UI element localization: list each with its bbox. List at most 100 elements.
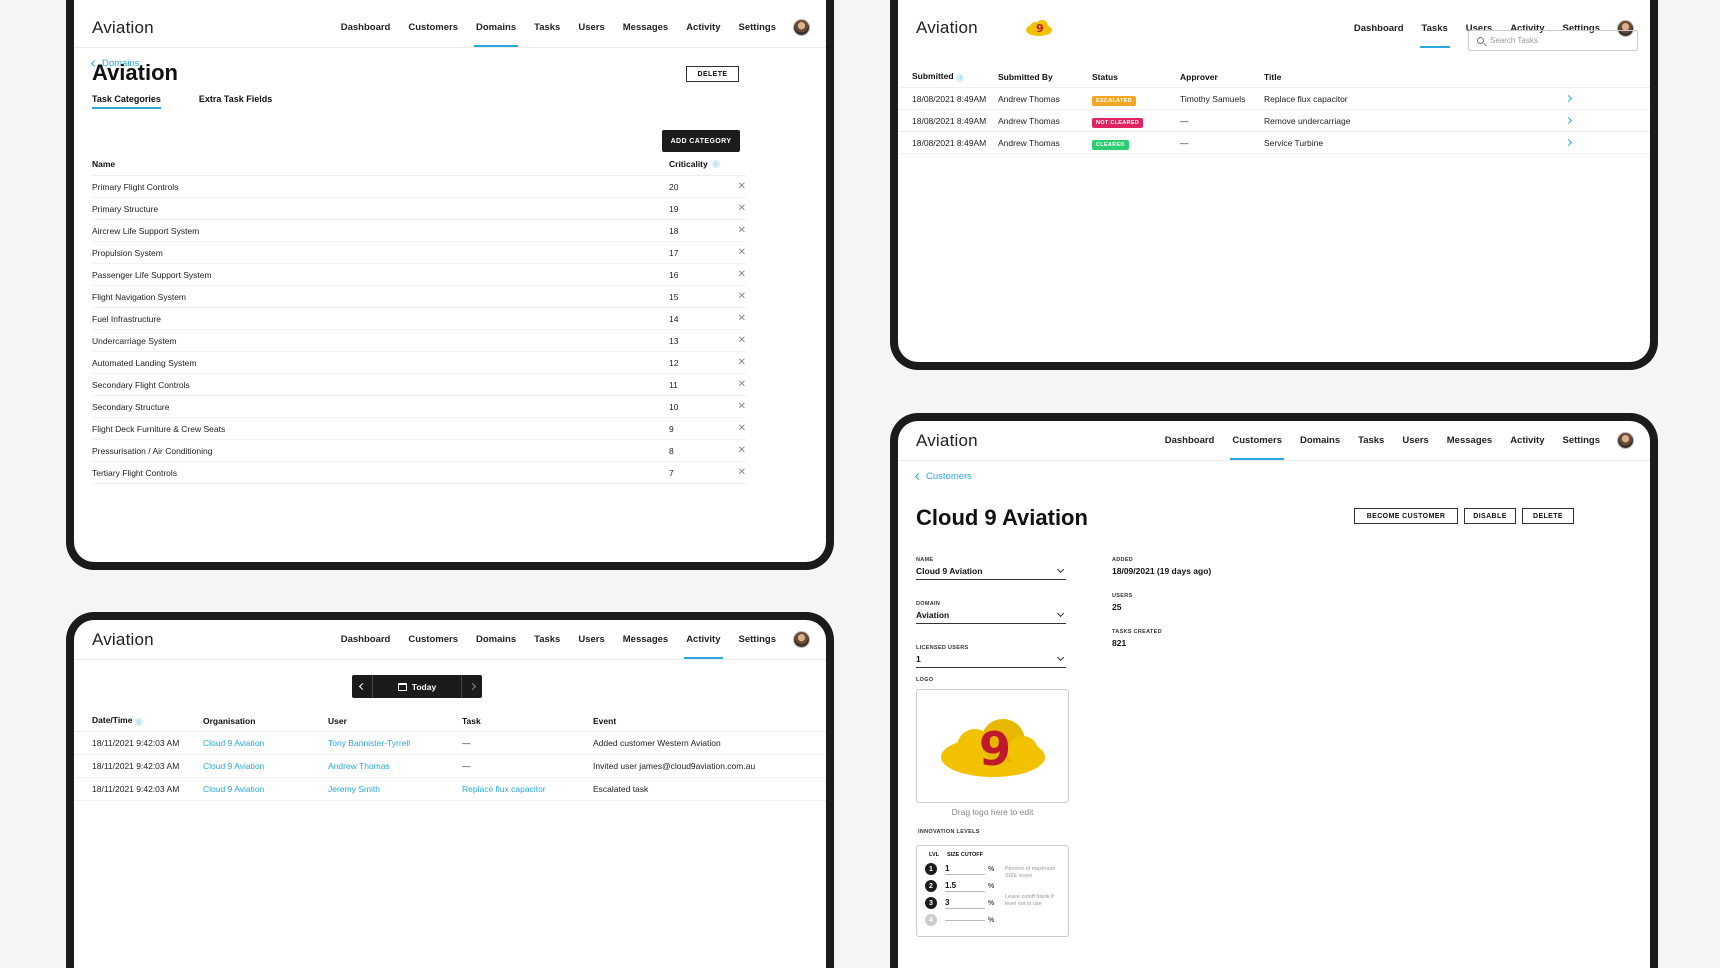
remove-icon[interactable]: ✕ xyxy=(737,357,746,368)
table-row[interactable]: Propulsion System 17 ✕ xyxy=(92,242,746,264)
col-organisation[interactable]: Organisation xyxy=(203,715,256,726)
remove-icon[interactable]: ✕ xyxy=(737,401,746,412)
nav-messages[interactable]: Messages xyxy=(1446,435,1493,446)
nav-dashboard[interactable]: Dashboard xyxy=(1353,22,1404,34)
remove-icon[interactable]: ✕ xyxy=(737,203,746,214)
nav-tasks[interactable]: Tasks xyxy=(534,634,561,645)
chevron-right-icon[interactable] xyxy=(1564,138,1573,147)
breadcrumb[interactable]: Customers xyxy=(914,471,1650,482)
col-event[interactable]: Event xyxy=(593,715,617,726)
disable-button[interactable]: DISABLE xyxy=(1464,508,1516,524)
user-avatar[interactable] xyxy=(793,631,810,648)
breadcrumb[interactable]: Domains xyxy=(90,58,826,69)
nav-settings[interactable]: Settings xyxy=(738,22,776,33)
table-row[interactable]: Secondary Flight Controls 11 ✕ xyxy=(92,374,746,396)
date-button[interactable]: Today xyxy=(373,682,461,692)
nav-messages[interactable]: Messages xyxy=(622,22,669,33)
remove-icon[interactable]: ✕ xyxy=(737,379,746,390)
nav-tasks[interactable]: Tasks xyxy=(1419,8,1451,48)
table-row[interactable]: Primary Flight Controls 20 ✕ xyxy=(92,176,746,198)
chevron-right-icon[interactable] xyxy=(1564,116,1573,125)
nav-dashboard[interactable]: Dashboard xyxy=(340,634,391,645)
size-cutoff-input[interactable]: 3 xyxy=(945,898,985,909)
nav-users[interactable]: Users xyxy=(1402,435,1429,446)
user-avatar[interactable] xyxy=(1617,432,1634,449)
nav-tasks[interactable]: Tasks xyxy=(1358,435,1385,446)
table-row[interactable]: Aircrew Life Support System 18 ✕ xyxy=(92,220,746,242)
add-category-button[interactable]: ADD CATEGORY xyxy=(662,130,740,152)
domain-select[interactable]: DOMAIN Aviation xyxy=(916,601,1066,624)
col-approver[interactable]: Approver xyxy=(1180,71,1218,82)
user-link[interactable]: Andrew Thomas xyxy=(328,761,390,771)
nav-domains[interactable]: Domains xyxy=(1299,435,1341,446)
name-select[interactable]: NAME Cloud 9 Aviation xyxy=(916,557,1066,580)
table-row[interactable]: Tertiary Flight Controls 7 ✕ xyxy=(92,462,746,484)
nav-activity[interactable]: Activity xyxy=(1510,22,1545,34)
size-cutoff-input[interactable] xyxy=(945,919,985,921)
table-row[interactable]: Flight Deck Furniture & Crew Seats 9 ✕ xyxy=(92,418,746,440)
prev-day-button[interactable] xyxy=(352,675,373,698)
logo-dropzone[interactable]: 9 xyxy=(916,689,1069,803)
remove-icon[interactable]: ✕ xyxy=(737,445,746,456)
user-link[interactable]: Tony Bannister-Tyrrell xyxy=(328,738,411,748)
table-row[interactable]: Automated Landing System 12 ✕ xyxy=(92,352,746,374)
user-link[interactable]: Jeremy Smith xyxy=(328,784,380,794)
nav-activity[interactable]: Activity xyxy=(684,620,723,659)
col-submitted[interactable]: Submitted ↓ xyxy=(912,71,998,82)
col-task[interactable]: Task xyxy=(462,715,481,726)
delete-button[interactable]: DELETE xyxy=(1522,508,1574,524)
remove-icon[interactable]: ✕ xyxy=(737,269,746,280)
remove-icon[interactable]: ✕ xyxy=(737,335,746,346)
delete-button[interactable]: DELETE xyxy=(686,66,739,82)
table-row[interactable]: Flight Navigation System 15 ✕ xyxy=(92,286,746,308)
nav-tasks[interactable]: Tasks xyxy=(534,22,561,33)
nav-activity[interactable]: Activity xyxy=(686,22,721,33)
col-name[interactable]: Name xyxy=(92,158,116,169)
col-status[interactable]: Status xyxy=(1092,71,1118,82)
size-cutoff-input[interactable]: 1.5 xyxy=(945,881,985,892)
licensed-users-select[interactable]: LICENSED USERS 1 xyxy=(916,645,1066,668)
remove-icon[interactable]: ✕ xyxy=(737,181,746,192)
table-row[interactable]: Undercarriage System 13 ✕ xyxy=(92,330,746,352)
col-submitted-by[interactable]: Submitted By xyxy=(998,71,1053,82)
size-cutoff-input[interactable]: 1 xyxy=(945,864,985,875)
table-row[interactable]: Secondary Structure 10 ✕ xyxy=(92,396,746,418)
nav-customers[interactable]: Customers xyxy=(1230,421,1284,460)
nav-dashboard[interactable]: Dashboard xyxy=(1164,435,1215,446)
nav-activity[interactable]: Activity xyxy=(1510,435,1545,446)
nav-settings[interactable]: Settings xyxy=(1562,435,1600,446)
table-row[interactable]: 18/08/2021 8:49AM Andrew Thomas CLEARED … xyxy=(898,132,1650,154)
table-row[interactable]: Pressurisation / Air Conditioning 8 ✕ xyxy=(92,440,746,462)
user-avatar[interactable] xyxy=(1617,19,1634,37)
col-user[interactable]: User xyxy=(328,715,347,726)
nav-domains[interactable]: Domains xyxy=(473,8,519,47)
nav-domains[interactable]: Domains xyxy=(475,634,517,645)
chevron-right-icon[interactable] xyxy=(1564,94,1573,103)
col-title[interactable]: Title xyxy=(1264,71,1282,82)
tab-task-categories[interactable]: Task Categories xyxy=(92,94,161,109)
nav-messages[interactable]: Messages xyxy=(622,634,669,645)
col-criticality[interactable]: Criticality ↓ xyxy=(669,159,729,169)
col-datetime[interactable]: Date/Time ↓ xyxy=(92,715,203,726)
nav-settings[interactable]: Settings xyxy=(738,634,776,645)
remove-icon[interactable]: ✕ xyxy=(737,225,746,236)
table-row[interactable]: Primary Structure 19 ✕ xyxy=(92,198,746,220)
remove-icon[interactable]: ✕ xyxy=(737,291,746,302)
nav-users[interactable]: Users xyxy=(578,22,605,33)
remove-icon[interactable]: ✕ xyxy=(737,467,746,478)
nav-settings[interactable]: Settings xyxy=(1562,22,1600,34)
nav-dashboard[interactable]: Dashboard xyxy=(340,22,391,33)
table-row[interactable]: Fuel Infrastructure 14 ✕ xyxy=(92,308,746,330)
search-input[interactable]: Search Tasks xyxy=(1468,30,1638,51)
organisation-link[interactable]: Cloud 9 Aviation xyxy=(203,761,265,771)
nav-customers[interactable]: Customers xyxy=(408,634,458,645)
tab-extra-task-fields[interactable]: Extra Task Fields xyxy=(198,94,273,104)
nav-customers[interactable]: Customers xyxy=(408,22,458,33)
table-row[interactable]: 18/08/2021 8:49AM Andrew Thomas ESCALATE… xyxy=(898,88,1650,110)
user-avatar[interactable] xyxy=(793,19,810,36)
table-row[interactable]: 18/08/2021 8:49AM Andrew Thomas NOT CLEA… xyxy=(898,110,1650,132)
table-row[interactable]: Passenger Life Support System 16 ✕ xyxy=(92,264,746,286)
nav-users[interactable]: Users xyxy=(1465,22,1493,34)
remove-icon[interactable]: ✕ xyxy=(737,247,746,258)
remove-icon[interactable]: ✕ xyxy=(737,423,746,434)
